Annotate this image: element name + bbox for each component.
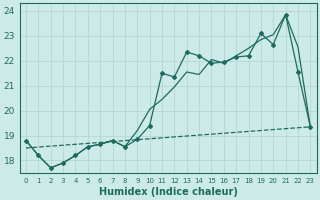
X-axis label: Humidex (Indice chaleur): Humidex (Indice chaleur)	[99, 187, 238, 197]
